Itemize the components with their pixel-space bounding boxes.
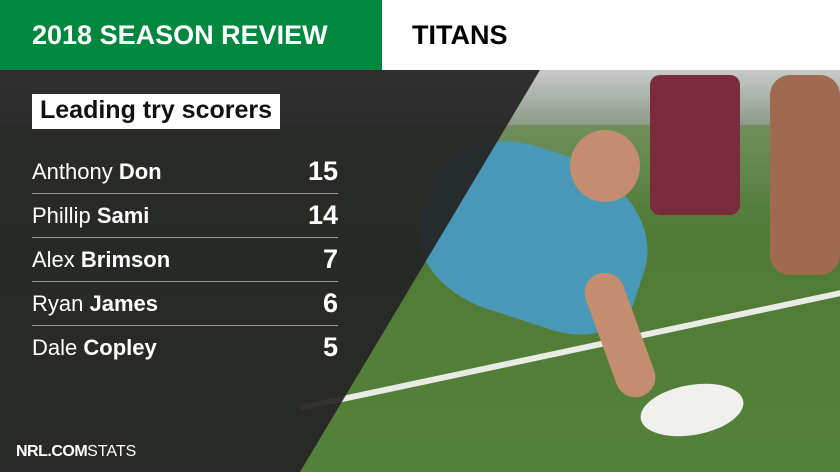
season-review-title: 2018 SEASON REVIEW [0, 0, 382, 70]
list-item: Anthony Don 15 [32, 150, 338, 194]
list-item: Alex Brimson 7 [32, 238, 338, 282]
team-name: TITANS [382, 0, 840, 70]
player-name: Anthony Don [32, 158, 162, 184]
try-count: 15 [307, 156, 338, 186]
list-item: Ryan James 6 [32, 282, 338, 326]
try-count: 7 [322, 244, 338, 274]
list-item: Dale Copley 5 [32, 326, 338, 369]
player-name: Dale Copley [32, 334, 157, 360]
player-head [570, 130, 640, 202]
player-name: Ryan James [32, 290, 158, 316]
try-count: 14 [307, 200, 338, 230]
scorers-list: Anthony Don 15 Phillip Sami 14 Alex Brimso… [32, 150, 338, 369]
section-title: Leading try scorers [32, 94, 281, 129]
nrl-stats-logo: NRL.COMSTATS [16, 443, 137, 460]
player-name: Alex Brimson [32, 246, 171, 272]
try-count: 6 [322, 288, 338, 318]
player-name: Phillip Sami [32, 202, 150, 228]
try-count: 5 [322, 332, 338, 362]
opponent-player [650, 75, 740, 215]
list-item: Phillip Sami 14 [32, 194, 338, 238]
opponent-player [770, 75, 840, 275]
